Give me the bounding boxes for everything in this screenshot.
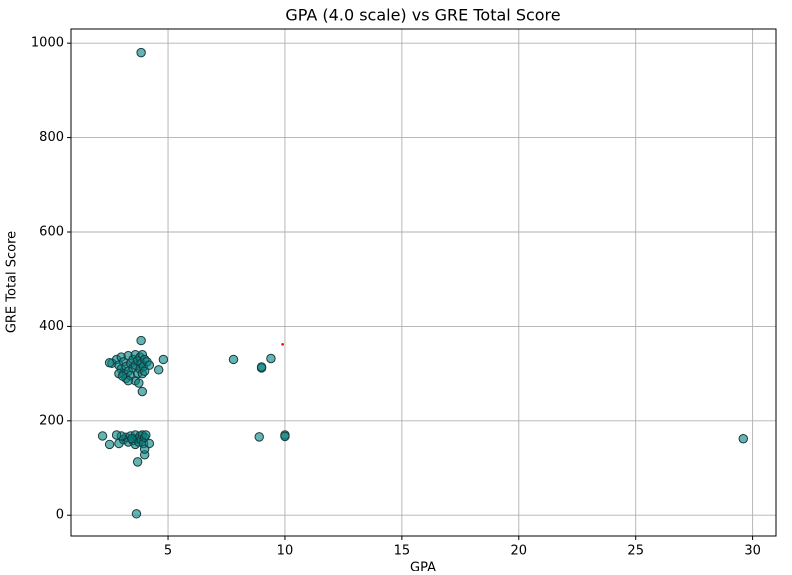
point	[144, 360, 155, 370]
point	[144, 438, 155, 449]
y-tick-label: 0	[56, 508, 64, 523]
point	[104, 439, 115, 450]
y-tick-label: 800	[39, 130, 64, 145]
point	[97, 431, 108, 441]
x-tick-label: 25	[627, 544, 644, 559]
point	[139, 366, 150, 376]
point	[254, 432, 264, 442]
point	[158, 354, 169, 365]
y-tick-label: 1000	[31, 36, 64, 51]
point	[738, 434, 748, 444]
y-axis-label: GRE Total Score	[5, 231, 20, 333]
point	[104, 358, 115, 368]
point	[256, 362, 267, 372]
point	[141, 430, 151, 440]
y-tick-label: 600	[39, 224, 64, 239]
point	[228, 354, 239, 365]
x-tick-label: 10	[277, 544, 294, 559]
x-axis-label: GPA	[410, 561, 436, 572]
x-tick-label: 30	[744, 544, 761, 559]
point	[281, 343, 284, 346]
grid	[71, 29, 776, 536]
point	[132, 457, 143, 467]
x-tick-label: 5	[164, 544, 172, 559]
y-tick-label: 400	[39, 319, 64, 334]
point	[136, 47, 146, 58]
chart-title: GPA (4.0 scale) vs GRE Total Score	[285, 6, 560, 25]
point	[111, 430, 122, 440]
point	[153, 365, 164, 375]
point	[266, 353, 276, 364]
plot-frame	[70, 28, 777, 537]
point	[137, 386, 148, 397]
point	[127, 434, 137, 444]
x-tick-label: 15	[394, 544, 411, 559]
ticks: 5 10 15 20 25 30 0 200 400 600 800 1000	[31, 36, 761, 559]
point	[280, 431, 290, 442]
point	[117, 371, 128, 381]
y-tick-label: 200	[39, 413, 64, 428]
points	[97, 47, 748, 519]
x-tick-label: 20	[511, 544, 528, 559]
point	[131, 509, 142, 519]
point	[134, 378, 144, 388]
point	[136, 335, 146, 346]
